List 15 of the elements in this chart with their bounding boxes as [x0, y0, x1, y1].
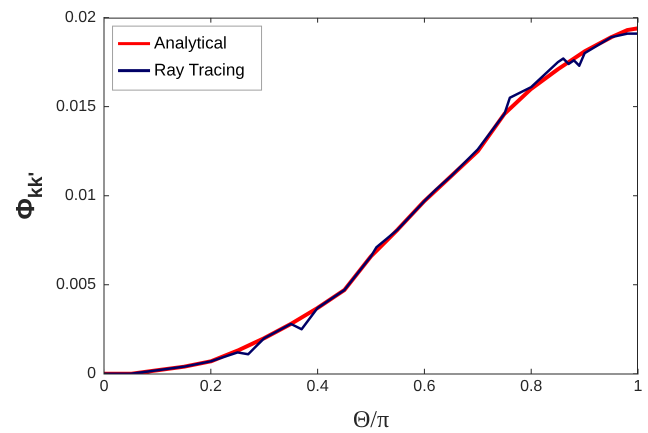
x-tick-label: 0	[100, 378, 109, 395]
y-axis-title: Φkk'	[10, 172, 47, 220]
x-tick-label: 0.8	[520, 378, 542, 395]
x-tick-label: 0.4	[306, 378, 329, 395]
y-tick-label: 0.01	[64, 187, 96, 204]
x-tick-label: 0.2	[200, 378, 222, 395]
x-tick-label: 0.6	[413, 378, 436, 395]
x-tick-label: 1	[634, 378, 643, 395]
y-tick-label: 0.005	[56, 276, 96, 294]
legend-label: Analytical	[154, 33, 227, 52]
x-axis-title: Θ/π	[352, 407, 390, 433]
y-tick-label: 0.02	[64, 9, 96, 26]
y-tick-label: 0.015	[56, 98, 96, 116]
y-tick-label: 0	[87, 365, 96, 382]
legend-label: Ray Tracing	[154, 60, 245, 80]
